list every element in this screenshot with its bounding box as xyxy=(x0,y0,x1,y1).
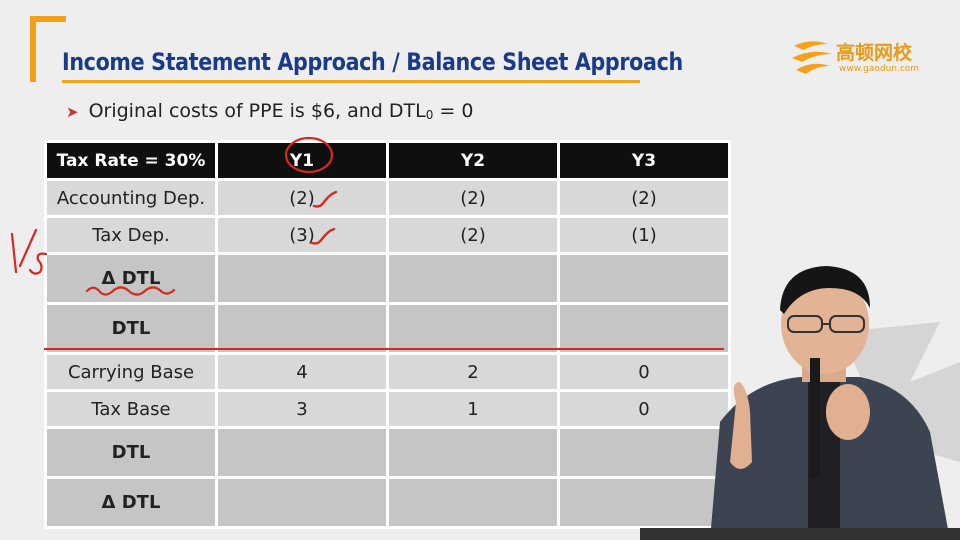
table-cell xyxy=(386,476,560,529)
row-label: Tax Base xyxy=(44,389,218,429)
table-cell xyxy=(215,302,389,355)
row-label: Tax Dep. xyxy=(44,215,218,255)
table-cell xyxy=(386,302,560,355)
logo-text: 高顿网校 xyxy=(836,42,913,64)
bullet-arrow-icon: ➤ xyxy=(66,103,79,121)
table-row: Accounting Dep. (2) (2) (2) xyxy=(44,178,731,218)
table-cell: (3) xyxy=(215,215,389,255)
row-label: DTL xyxy=(44,302,218,355)
table-cell: 1 xyxy=(386,389,560,429)
table-cell xyxy=(557,302,731,355)
table-cell xyxy=(557,426,731,479)
row-label: Δ DTL xyxy=(44,252,218,305)
logo-swoosh-icon xyxy=(792,41,832,74)
table-cell xyxy=(386,252,560,305)
row-label: Δ DTL xyxy=(44,476,218,529)
table-row: Tax Dep. (3) (2) (1) xyxy=(44,215,731,255)
dtl-table: Tax Rate = 30% Y1 Y2 Y3 Accounting Dep. … xyxy=(44,140,731,529)
title-underline xyxy=(62,80,640,83)
gaodun-logo: 高顿网校 www.gaodun.com xyxy=(790,36,930,82)
table-cell: 0 xyxy=(557,352,731,392)
table-cell xyxy=(215,252,389,305)
table-cell: 0 xyxy=(557,389,731,429)
header-y3: Y3 xyxy=(557,140,731,181)
section-divider-line xyxy=(44,348,724,350)
table-cell xyxy=(215,426,389,479)
table-row: DTL xyxy=(44,302,731,355)
header-tax-rate: Tax Rate = 30% xyxy=(44,140,218,181)
table-cell xyxy=(557,252,731,305)
table-cell: (2) xyxy=(386,215,560,255)
table-cell: (1) xyxy=(557,215,731,255)
table-row: Δ DTL xyxy=(44,252,731,305)
table-row: DTL xyxy=(44,426,731,479)
row-label: Carrying Base xyxy=(44,352,218,392)
bullet-point: ➤ Original costs of PPE is $6, and DTL0 =… xyxy=(66,100,473,122)
bullet-subscript: 0 xyxy=(425,108,434,122)
table-row: Δ DTL xyxy=(44,476,731,529)
table-row: Tax Base 3 1 0 xyxy=(44,389,731,429)
slide-title: Income Statement Approach / Balance Shee… xyxy=(62,48,683,76)
table-cell xyxy=(215,476,389,529)
table-cell xyxy=(557,476,731,529)
table-cell: (2) xyxy=(215,178,389,218)
table-cell: 3 xyxy=(215,389,389,429)
table-cell: 2 xyxy=(386,352,560,392)
bullet-text: Original costs of PPE is $6, and DTL xyxy=(88,100,426,122)
table-cell: (2) xyxy=(386,178,560,218)
row-label: DTL xyxy=(44,426,218,479)
title-bracket-decoration xyxy=(30,16,66,82)
table-cell xyxy=(386,426,560,479)
header-y1: Y1 xyxy=(215,140,389,181)
row-label: Accounting Dep. xyxy=(44,178,218,218)
table-header-row: Tax Rate = 30% Y1 Y2 Y3 xyxy=(44,140,731,181)
desk xyxy=(640,528,960,540)
header-y2: Y2 xyxy=(386,140,560,181)
bullet-text-tail: = 0 xyxy=(433,100,474,122)
table-cell: 4 xyxy=(215,352,389,392)
logo-url: www.gaodun.com xyxy=(839,64,920,74)
table-row: Carrying Base 4 2 0 xyxy=(44,352,731,392)
presenter-image xyxy=(710,266,960,540)
table-cell: (2) xyxy=(557,178,731,218)
